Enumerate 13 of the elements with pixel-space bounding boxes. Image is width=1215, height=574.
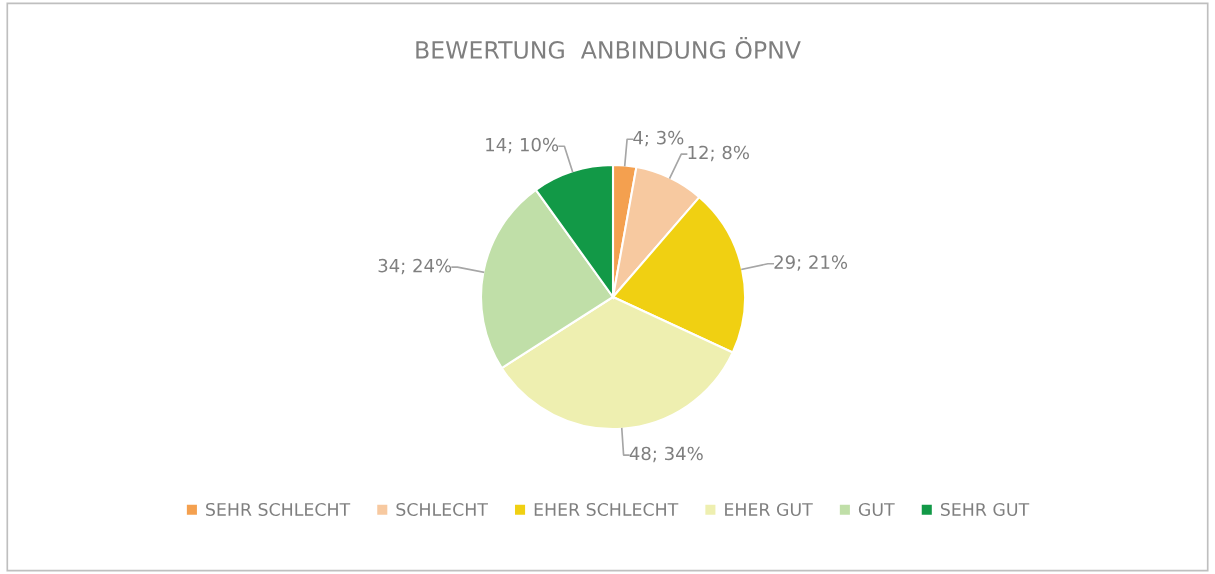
legend-label: GUT: [858, 502, 895, 517]
legend-label: SEHR SCHLECHT: [206, 502, 351, 517]
data-label: 34; 24%: [378, 258, 452, 275]
data-label: 12; 8%: [688, 145, 749, 162]
chart-title: BEWERTUNG ANBINDUNG ÖPNV: [416, 37, 801, 59]
data-label: 4; 3%: [633, 130, 684, 147]
data-label: 14; 10%: [486, 137, 559, 154]
data-label: 29; 21%: [774, 255, 848, 271]
legend-label: SEHR GUT: [940, 502, 1030, 517]
legend-label: SCHLECHT: [396, 502, 488, 517]
legend-label: EHER SCHLECHT: [534, 502, 679, 517]
legend-label: EHER GUT: [725, 502, 813, 517]
data-label: 48; 34%: [629, 446, 703, 463]
